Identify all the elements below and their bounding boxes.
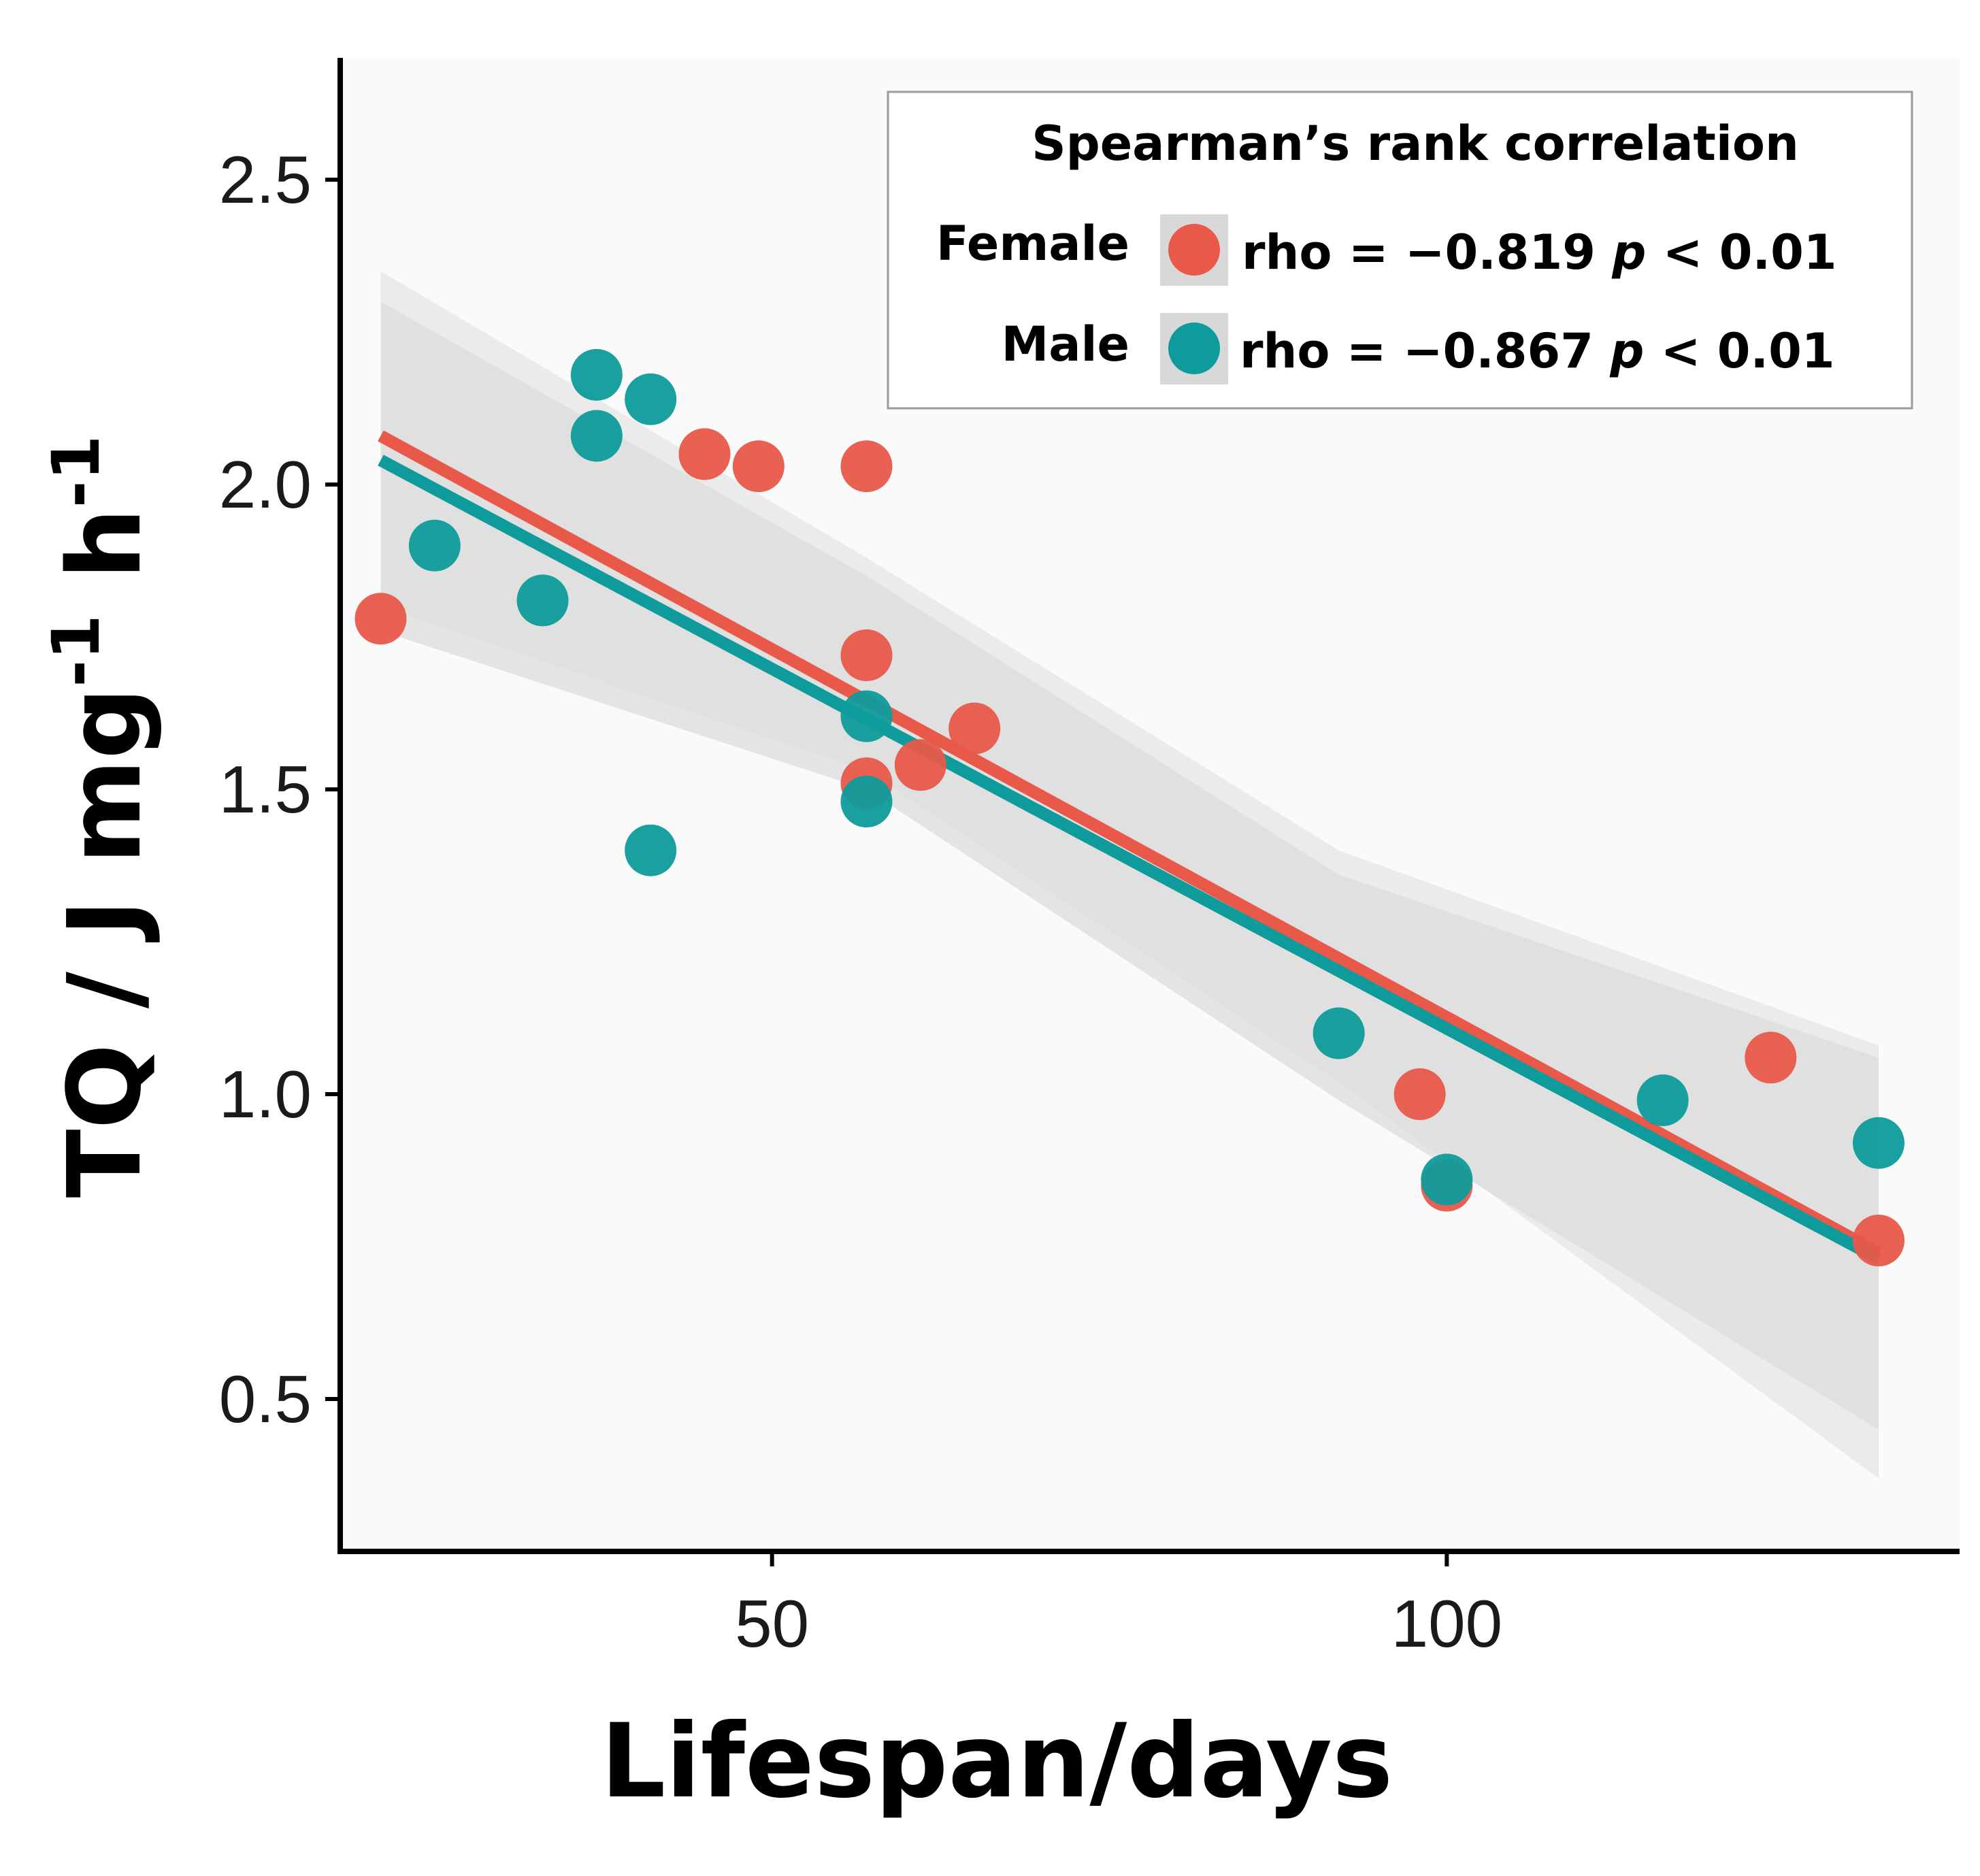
point-male (625, 824, 677, 876)
point-male (1853, 1117, 1904, 1169)
point-male (1421, 1153, 1473, 1206)
point-male (840, 690, 893, 742)
point-female (1393, 1068, 1446, 1121)
x-axis-ticks: 50 100 (735, 1551, 1502, 1661)
y-tick-label: 1.0 (219, 1057, 312, 1132)
point-male (516, 574, 569, 627)
point-male (1313, 1007, 1365, 1059)
x-tick-label: 50 (735, 1586, 809, 1661)
y-axis-ticks: 0.5 1.0 1.5 2.0 2.5 (219, 142, 340, 1436)
legend-box (887, 90, 1913, 410)
legend-female-label: Female (936, 216, 1129, 271)
point-male (625, 373, 677, 425)
legend-female-key (1168, 224, 1220, 276)
fit-line-male (378, 455, 1882, 1264)
point-female (1745, 1032, 1797, 1084)
fit-line-female (378, 430, 1882, 1258)
legend-title: Spearman’s rank correlation (1032, 116, 1799, 171)
point-female (1853, 1215, 1904, 1267)
point-female (840, 629, 893, 681)
point-female (948, 702, 1001, 755)
legend-male-key (1168, 323, 1220, 374)
legend-male-stat: rho = −0.867 p < 0.01 (1240, 323, 1835, 379)
y-tick-label: 2.0 (219, 447, 312, 522)
legend: Spearman’s rank correlation Female rho =… (887, 90, 1913, 410)
point-female (732, 440, 785, 493)
legend-female-stat: rho = −0.819 p < 0.01 (1242, 225, 1837, 280)
point-male (840, 776, 893, 828)
x-axis-title: Lifespan/days (601, 1702, 1393, 1821)
point-female (678, 428, 731, 480)
y-tick-label: 1.5 (219, 752, 312, 827)
point-female (354, 593, 407, 645)
point-male (570, 410, 623, 462)
legend-male-label: Male (1002, 316, 1129, 372)
fit-lines (378, 430, 1882, 1264)
y-tick-label: 2.5 (219, 142, 312, 217)
y-tick-label: 0.5 (219, 1362, 312, 1436)
data-points (354, 348, 1904, 1267)
y-axis-title: TQ / J mg-1 h-1 (38, 435, 163, 1198)
point-male (408, 519, 461, 572)
x-tick-label: 100 (1391, 1586, 1503, 1661)
point-female (840, 440, 893, 493)
point-male (1636, 1074, 1689, 1127)
point-male (570, 348, 623, 401)
point-female (894, 739, 946, 791)
